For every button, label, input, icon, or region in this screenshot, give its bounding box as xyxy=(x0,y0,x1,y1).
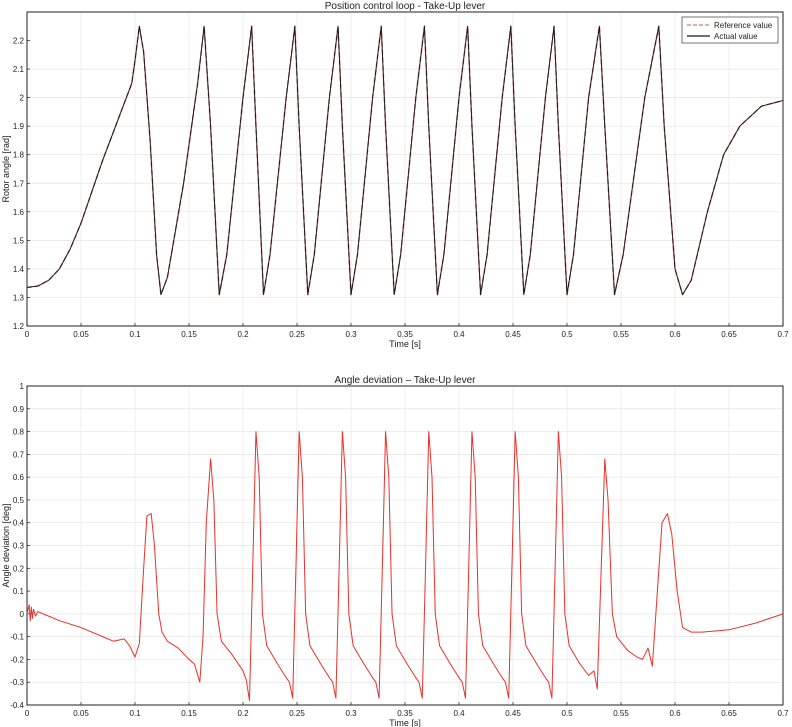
position-chart-legend-box xyxy=(681,16,779,44)
deviation-chart-frame-border xyxy=(26,385,784,706)
position-chart-x-tick-label: 0.65 xyxy=(721,330,737,339)
deviation-chart-y-tick-label: 0.4 xyxy=(13,519,25,528)
deviation-chart-x-tick-label: 0.65 xyxy=(721,709,737,718)
position-chart-y-tick-label: 1.8 xyxy=(13,151,25,160)
deviation-chart-y-tick-label: 0.5 xyxy=(13,496,25,505)
deviation-chart-x-tick-label: 0.15 xyxy=(181,709,197,718)
position-chart-y-tick-label: 2 xyxy=(20,94,25,103)
deviation-chart-x-tick-label: 0.4 xyxy=(453,709,465,718)
position-chart-y-tick-label: 1.9 xyxy=(13,122,25,131)
position-chart-x-tick-label: 0.1 xyxy=(129,330,141,339)
deviation-chart-y-tick-label: 0.2 xyxy=(13,564,25,573)
deviation-chart-x-axis-label: Time [s] xyxy=(389,718,421,727)
position-chart-x-axis-label: Time [s] xyxy=(389,339,421,349)
deviation-chart-x-tick-label: 0.2 xyxy=(237,709,249,718)
position-chart-frame-border xyxy=(26,11,784,327)
deviation-chart-y-axis-label: Angle deviation [deg] xyxy=(1,503,11,587)
deviation-chart-title: Angle deviation – Take-Up lever xyxy=(334,375,476,386)
deviation-chart-y-tick-label: 0.6 xyxy=(13,473,25,482)
position-chart-y-tick-label: 1.7 xyxy=(13,179,25,188)
deviation-chart-x-tick-label: 0.45 xyxy=(505,709,521,718)
position-chart-x-tick-label: 0.15 xyxy=(181,330,197,339)
position-chart-line-actual-value xyxy=(26,25,784,296)
position-chart: 0 0.05 0.1 0.15 0.2 0.25 0.3 0.35 0.4 0.45 0.5 0.55… xyxy=(1,1,789,349)
deviation-chart-y-tick-label: -0.2 xyxy=(10,655,24,664)
position-chart-x-tick-label: 0.2 xyxy=(237,330,249,339)
position-chart-x-tick-label: 0.7 xyxy=(777,330,789,339)
position-chart-y-tick-label: 2.1 xyxy=(13,65,25,74)
deviation-chart-y-tick-label: -0.3 xyxy=(10,678,24,687)
deviation-chart-y-tick-label: 0.8 xyxy=(13,428,25,437)
position-chart-y-axis-label: Rotor angle [rad] xyxy=(1,135,11,202)
position-chart-x-tick-label: 0.6 xyxy=(669,330,681,339)
position-chart-title: Position control loop - Take-Up lever xyxy=(325,1,486,12)
deviation-chart-x-tick-label: 0.55 xyxy=(613,709,629,718)
position-chart-x-tick-label: 0.45 xyxy=(505,330,521,339)
deviation-chart-x-tick-label: 0.7 xyxy=(777,709,789,718)
deviation-chart-x-tick-label: 0.25 xyxy=(289,709,305,718)
deviation-chart-x-tick-label: 0.05 xyxy=(73,709,89,718)
deviation-chart-line-series-0 xyxy=(26,431,784,701)
deviation-chart: 0 0.05 0.1 0.15 0.2 0.25 0.3 0.35 0.4 0.45 0.5 0.55… xyxy=(1,375,789,727)
deviation-chart-y-tick-label: 0.3 xyxy=(13,542,25,551)
position-chart-y-tick-label: 1.2 xyxy=(13,322,25,331)
deviation-chart-y-tick-label: 0.7 xyxy=(13,450,25,459)
deviation-chart-x-tick-label: 0.1 xyxy=(129,709,141,718)
deviation-chart-y-tick-label: 0.9 xyxy=(13,405,25,414)
deviation-chart-y-tick-label: -0.4 xyxy=(10,701,24,710)
position-chart-y-tick-label: 1.5 xyxy=(13,236,25,245)
deviation-chart-x-tick-label: 0.6 xyxy=(669,709,681,718)
position-chart-x-tick-label: 0 xyxy=(25,330,30,339)
deviation-chart-y-tick-label: 0.1 xyxy=(13,587,25,596)
position-chart-y-tick-label: 1.3 xyxy=(13,293,25,302)
deviation-chart-x-tick-label: 0 xyxy=(25,709,30,718)
deviation-chart-y-tick-label: 0 xyxy=(20,610,25,619)
deviation-chart-y-tick-label: 1 xyxy=(20,382,25,391)
position-chart-x-tick-label: 0.55 xyxy=(613,330,629,339)
position-chart-x-tick-label: 0.3 xyxy=(345,330,357,339)
position-chart-y-tick-label: 1.6 xyxy=(13,208,25,217)
position-chart-x-tick-label: 0.05 xyxy=(73,330,89,339)
position-chart-legend-label: Actual value xyxy=(714,32,758,41)
deviation-chart-y-tick-label: -0.1 xyxy=(10,633,24,642)
position-chart-x-tick-label: 0.4 xyxy=(453,330,465,339)
deviation-chart-x-tick-label: 0.35 xyxy=(397,709,413,718)
position-chart-x-tick-label: 0.5 xyxy=(561,330,573,339)
position-chart-legend: Reference value Actual value xyxy=(681,16,779,44)
position-chart-y-tick-label: 1.4 xyxy=(13,265,25,274)
deviation-chart-x-tick-label: 0.3 xyxy=(345,709,357,718)
position-chart-x-tick-label: 0.25 xyxy=(289,330,305,339)
position-chart-legend-label: Reference value xyxy=(714,21,773,30)
deviation-chart-x-tick-label: 0.5 xyxy=(561,709,573,718)
position-chart-y-tick-label: 2.2 xyxy=(13,37,25,46)
position-chart-x-tick-label: 0.35 xyxy=(397,330,413,339)
